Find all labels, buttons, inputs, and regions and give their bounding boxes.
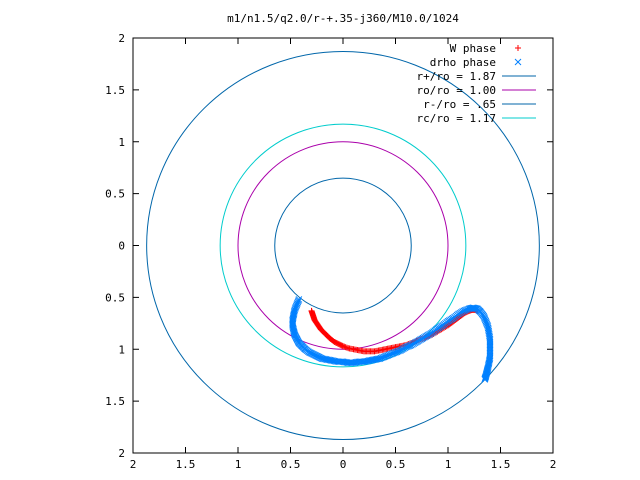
x-tick-label: 1.5 xyxy=(176,458,196,471)
data-points xyxy=(289,296,494,383)
drho-phase-point xyxy=(364,357,372,365)
x-tick-label: 1 xyxy=(445,458,452,471)
legend-label: rc/ro = 1.17 xyxy=(417,112,496,125)
x-tick-label: 2 xyxy=(550,458,557,471)
y-tick-label: 0.5 xyxy=(105,188,125,201)
drho-phase-point xyxy=(319,355,327,363)
y-tick-label: 1 xyxy=(118,136,125,149)
legend-label: r+/ro = 1.87 xyxy=(417,70,496,83)
drho-phase-point xyxy=(326,356,334,364)
drho-phase-point xyxy=(318,355,326,362)
x-tick-label: 1.5 xyxy=(491,458,511,471)
plot-frame xyxy=(132,37,554,454)
y-tick-label: 0 xyxy=(118,240,125,253)
legend-label: drho phase xyxy=(430,56,496,69)
drho-phase-point xyxy=(363,357,370,365)
drho-phase-point xyxy=(361,358,369,365)
drho-phase-point xyxy=(350,359,357,367)
drho-phase-point xyxy=(351,359,359,366)
drho-phase-point xyxy=(372,356,380,363)
axis-ticks: 2 1.5 1 0.5 0 0.5 1 1.5 221.510.500.511.52 xyxy=(105,32,556,471)
chart-title: m1/n1.5/q2.0/r-+.35-j360/M10.0/1024 xyxy=(227,12,459,25)
drho-phase-point xyxy=(369,356,377,364)
x-tick-label: 0 xyxy=(340,458,347,471)
drho-phase-point xyxy=(329,357,336,365)
w-phase-point xyxy=(341,343,348,350)
x-tick-label: 0.5 xyxy=(281,458,301,471)
y-tick-label: 1.5 xyxy=(105,395,125,408)
drho-phase-point xyxy=(360,358,368,366)
y-tick-label: 1.5 xyxy=(105,84,125,97)
y-tick-label: 1 xyxy=(118,343,125,356)
y-tick-label: 0.5 xyxy=(105,291,125,304)
circle-r-ro-1-87 xyxy=(146,50,540,441)
drho-phase-point xyxy=(323,356,331,363)
drho-phase-point xyxy=(367,357,374,364)
w-phase-point xyxy=(340,343,346,350)
x-tick-label: 2 xyxy=(130,458,137,471)
x-tick-label: 0.5 xyxy=(386,458,406,471)
drho-phase-point xyxy=(368,356,376,364)
circle-r-ro-65 xyxy=(274,177,412,314)
circle-rc-ro-1-17 xyxy=(219,123,467,368)
drho-phase-point xyxy=(325,356,332,364)
drho-phase-point xyxy=(481,375,489,383)
legend-marker xyxy=(514,58,522,66)
y-tick-label: 2 xyxy=(118,447,125,460)
y-tick-label: 2 xyxy=(118,32,125,45)
drho-phase-point xyxy=(322,356,330,363)
drho-phase-point xyxy=(321,355,328,363)
w-phase-point xyxy=(343,344,350,351)
drho-phase-point xyxy=(327,357,335,364)
drho-phase-point xyxy=(371,356,378,363)
legend-label: ro/ro = 1.00 xyxy=(417,84,496,97)
x-tick-label: 1 xyxy=(235,458,242,471)
legend-label: r-/ro = .65 xyxy=(423,98,496,111)
drho-phase-point xyxy=(330,357,338,365)
drho-phase-point xyxy=(373,355,381,363)
legend-label: W phase xyxy=(450,42,496,55)
drho-phase-point xyxy=(365,357,373,365)
legend-marker xyxy=(515,45,521,51)
reference-circles xyxy=(146,50,540,441)
w-phase-point xyxy=(342,344,349,351)
drho-phase-point xyxy=(339,358,347,366)
circle-ro-ro-1-00 xyxy=(237,141,449,350)
drho-phase-point xyxy=(340,358,348,366)
